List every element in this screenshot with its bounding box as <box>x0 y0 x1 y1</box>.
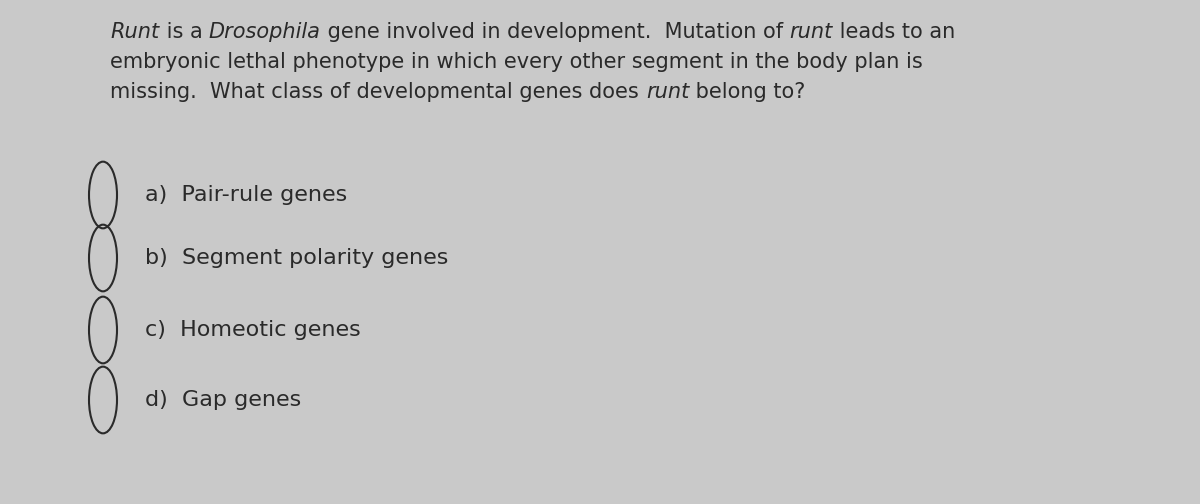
Text: belong to?: belong to? <box>689 82 805 102</box>
Text: Runt: Runt <box>110 22 160 42</box>
Text: embryonic lethal phenotype in which every other segment in the body plan is: embryonic lethal phenotype in which ever… <box>110 52 923 72</box>
Text: runt: runt <box>646 82 689 102</box>
Text: is a: is a <box>160 22 209 42</box>
Text: d)  Gap genes: d) Gap genes <box>145 390 301 410</box>
Text: missing.  What class of developmental genes does: missing. What class of developmental gen… <box>110 82 646 102</box>
Text: b)  Segment polarity genes: b) Segment polarity genes <box>145 248 449 268</box>
Text: leads to an: leads to an <box>833 22 955 42</box>
Text: c)  Homeotic genes: c) Homeotic genes <box>145 320 361 340</box>
Text: gene involved in development.  Mutation of: gene involved in development. Mutation o… <box>320 22 790 42</box>
Text: runt: runt <box>790 22 833 42</box>
Text: a)  Pair-rule genes: a) Pair-rule genes <box>145 185 347 205</box>
Text: Drosophila: Drosophila <box>209 22 320 42</box>
